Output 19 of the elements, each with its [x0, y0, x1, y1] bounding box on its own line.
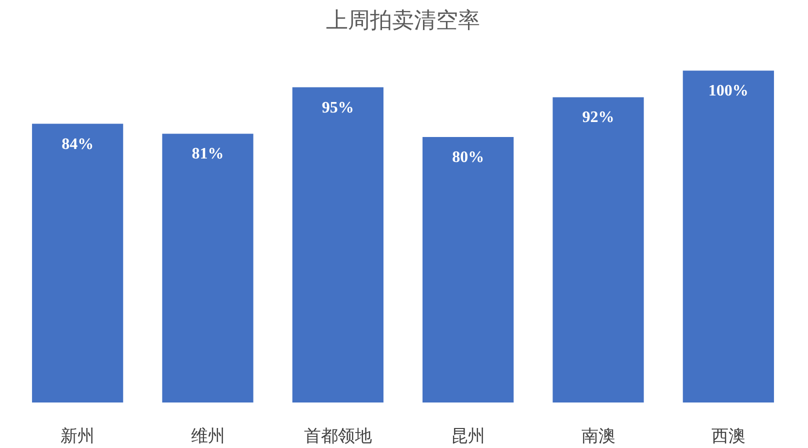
bar: [422, 137, 514, 402]
data-label: 92%: [582, 109, 614, 126]
x-tick-label: 新州: [60, 426, 95, 446]
bar: [32, 124, 124, 402]
data-label: 80%: [452, 149, 484, 166]
bar: [552, 97, 644, 402]
data-label: 84%: [62, 136, 94, 153]
x-tick-label: 首都领地: [304, 426, 372, 446]
data-label: 100%: [708, 82, 748, 100]
x-tick-label: 南澳: [581, 426, 616, 446]
data-label: 95%: [322, 99, 354, 116]
data-label: 81%: [192, 146, 224, 163]
x-tick-label: 昆州: [451, 426, 486, 446]
x-tick-label: 西澳: [711, 426, 746, 446]
x-tick-label: 维州: [190, 426, 225, 446]
bar: [682, 70, 774, 402]
chart-title: 上周拍卖清空率: [326, 8, 480, 32]
bar: [292, 87, 384, 402]
bar: [162, 134, 254, 402]
